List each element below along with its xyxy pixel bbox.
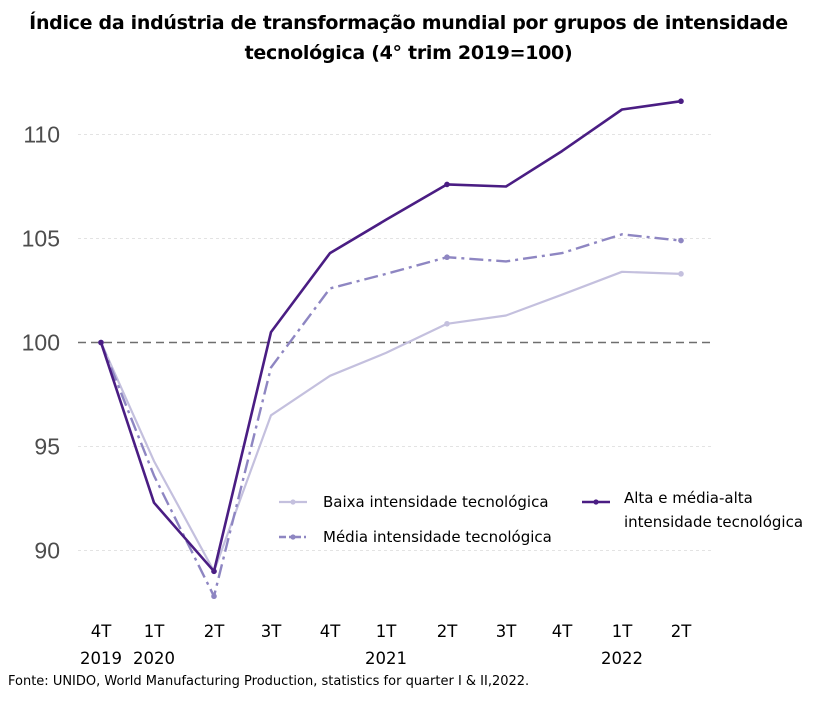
data-point-media: [678, 237, 684, 244]
x-tick-quarter-label: 4T: [91, 622, 112, 641]
x-tick-quarter-label: 2T: [437, 622, 458, 641]
chart-title: Índice da indústria de transformação mun…: [0, 8, 817, 68]
x-tick-quarter-label: 1T: [612, 622, 633, 641]
legend-marker-media: [290, 534, 296, 540]
data-point-alta: [444, 181, 450, 188]
x-tick-year-label: 2019: [80, 649, 122, 668]
legend-label-alta: Alta e média-alta: [624, 489, 753, 507]
x-tick-quarter-label: 2T: [671, 622, 692, 641]
source-note: Fonte: UNIDO, World Manufacturing Produc…: [8, 674, 530, 689]
x-tick-quarter-label: 4T: [552, 622, 573, 641]
x-tick-quarter-label: 1T: [144, 622, 165, 641]
x-tick-year-label: 2021: [365, 649, 407, 668]
x-tick-quarter-label: 3T: [496, 622, 517, 641]
x-axis-ticks: 4T 2019 1T 2020 2T 3T 4T 1T 2021 2T 3T 4T 1T 2022 2T: [80, 622, 692, 668]
series-line-baixa: [99, 270, 682, 573]
x-tick-quarter-label: 1T: [376, 622, 397, 641]
y-tick-label: 105: [22, 226, 60, 252]
data-point-baixa: [444, 320, 450, 327]
data-point-baixa: [678, 271, 684, 277]
x-tick-quarter-label: 2T: [204, 622, 225, 641]
legend: Baixa intensidade tecnológica Média inten…: [279, 489, 803, 546]
legend-marker-baixa: [290, 499, 296, 505]
legend-label-alta-line-2: intensidade tecnológica: [624, 513, 803, 531]
x-tick-year-label: 2020: [133, 649, 175, 668]
chart-title-line-1: Índice da indústria de transformação mun…: [29, 12, 788, 34]
series-line-media: [99, 233, 682, 598]
y-axis-ticks: 90 95 100 105 110: [22, 122, 60, 564]
y-tick-label: 95: [34, 434, 60, 460]
series-lines: [98, 98, 684, 600]
data-point-alta: [678, 98, 684, 105]
y-tick-label: 90: [34, 538, 60, 564]
x-tick-quarter-label: 4T: [320, 622, 341, 641]
data-point-media: [211, 593, 217, 600]
y-tick-label: 100: [22, 330, 60, 356]
y-tick-label: 110: [23, 122, 60, 148]
data-point-alta: [98, 339, 104, 346]
data-point-media: [444, 254, 450, 261]
legend-marker-alta: [593, 499, 599, 505]
legend-label-media: Média intensidade tecnológica: [323, 528, 552, 546]
chart-title-line-2: tecnológica (4° trim 2019=100): [244, 42, 573, 64]
series-line-alta: [99, 99, 682, 573]
data-point-alta: [211, 568, 217, 575]
legend-label-baixa: Baixa intensidade tecnológica: [323, 493, 549, 511]
x-tick-year-label: 2022: [601, 649, 643, 668]
x-tick-quarter-label: 3T: [261, 622, 282, 641]
